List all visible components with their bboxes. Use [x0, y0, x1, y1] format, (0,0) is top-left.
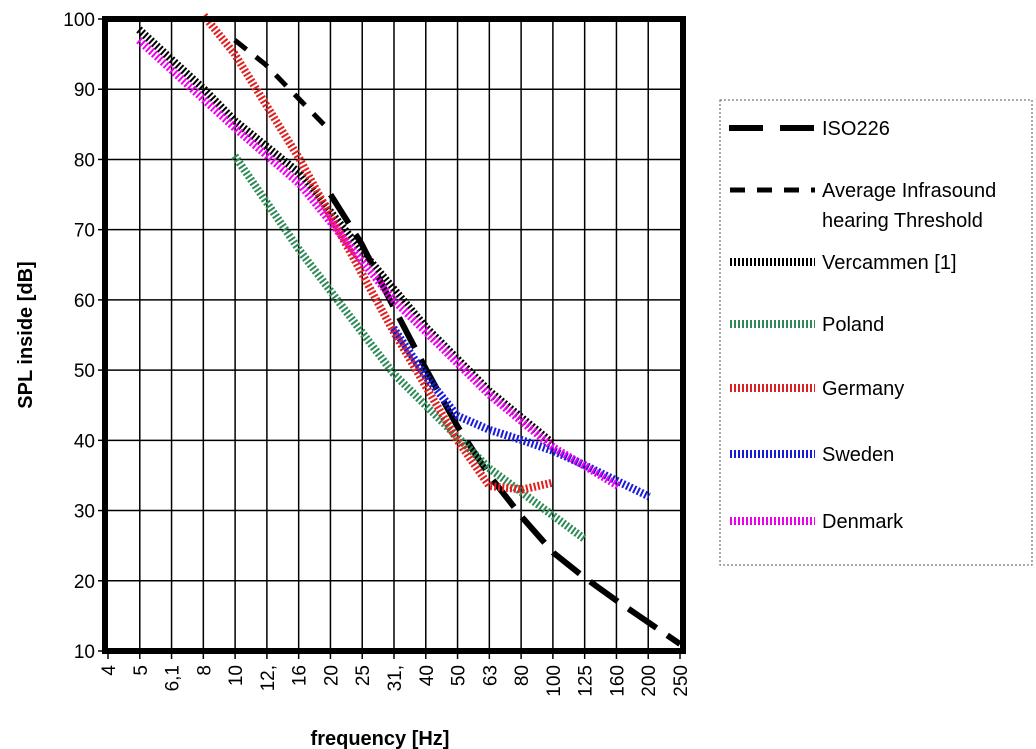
x-tick-label: 12,	[258, 665, 279, 691]
y-tick-label: 90	[74, 80, 95, 101]
x-tick-label: 8	[194, 665, 215, 676]
series-line-vercammen-1	[136, 26, 556, 447]
x-tick-label: 4	[99, 665, 120, 676]
legend-items: ISO226 Average Infrasound hearing Threshol…	[729, 118, 996, 533]
x-axis-title: frequency [Hz]	[311, 728, 450, 749]
y-tick-label: 10	[74, 642, 95, 663]
series-line-poland	[231, 153, 587, 542]
y-tick-label: 50	[74, 361, 95, 382]
y-tick-label: 30	[74, 502, 95, 523]
legend-label: Sweden	[822, 444, 894, 466]
y-tick-label: 20	[74, 572, 95, 593]
x-tick-label: 125	[576, 665, 597, 697]
y-tick-label: 40	[74, 431, 95, 452]
y-tick-label: 80	[74, 150, 95, 171]
y-tick-label: 100	[63, 10, 95, 31]
legend-label: Germany	[822, 378, 904, 400]
y-tick-label: 70	[74, 221, 95, 242]
x-tick-label: 20	[321, 665, 342, 686]
gridlines	[108, 19, 680, 651]
x-tick-label: 31,	[385, 665, 406, 691]
x-tick-label: 5	[131, 665, 152, 676]
x-axis-ticks: 4 5 6,1 8 10 12, 16 20 25 31, 40 50 63 80 100 125 160 200…	[99, 651, 692, 697]
series-line-germany	[200, 13, 555, 494]
legend-label: Vercammen [1]	[822, 252, 957, 274]
y-tick-label: 60	[74, 291, 95, 312]
series-line-denmark	[136, 37, 621, 490]
x-tick-label: 200	[639, 665, 660, 697]
y-axis-title: SPL inside [dB]	[15, 261, 37, 408]
x-tick-label: 100	[544, 665, 565, 697]
x-tick-label: 160	[607, 665, 628, 697]
legend-label: Average Infrasound	[822, 180, 996, 202]
legend-label: Poland	[822, 314, 884, 336]
x-tick-label: 250	[671, 665, 692, 697]
y-axis-ticks: 10 20 30 40 50 60 70 80 90 100	[63, 10, 108, 663]
legend-label: ISO226	[822, 118, 890, 140]
legend-label: Denmark	[822, 511, 904, 533]
x-tick-label: 50	[449, 665, 470, 686]
series-layer	[136, 13, 682, 647]
series-line-iso226	[328, 193, 682, 647]
x-tick-label: 6,1	[163, 665, 184, 691]
x-tick-label: 40	[417, 665, 438, 686]
series-line-sweden	[390, 325, 651, 501]
legend-label: hearing Threshold	[822, 210, 983, 232]
legend: ISO226 Average Infrasound hearing Threshol…	[719, 99, 1033, 566]
x-tick-label: 63	[480, 665, 501, 686]
legend-box	[719, 99, 1033, 566]
x-tick-label: 80	[512, 665, 533, 686]
x-tick-label: 25	[353, 665, 374, 686]
x-tick-label: 10	[226, 665, 247, 686]
x-tick-label: 16	[290, 665, 311, 686]
series-line-average-infrasound-hearing-threshold	[233, 38, 333, 134]
